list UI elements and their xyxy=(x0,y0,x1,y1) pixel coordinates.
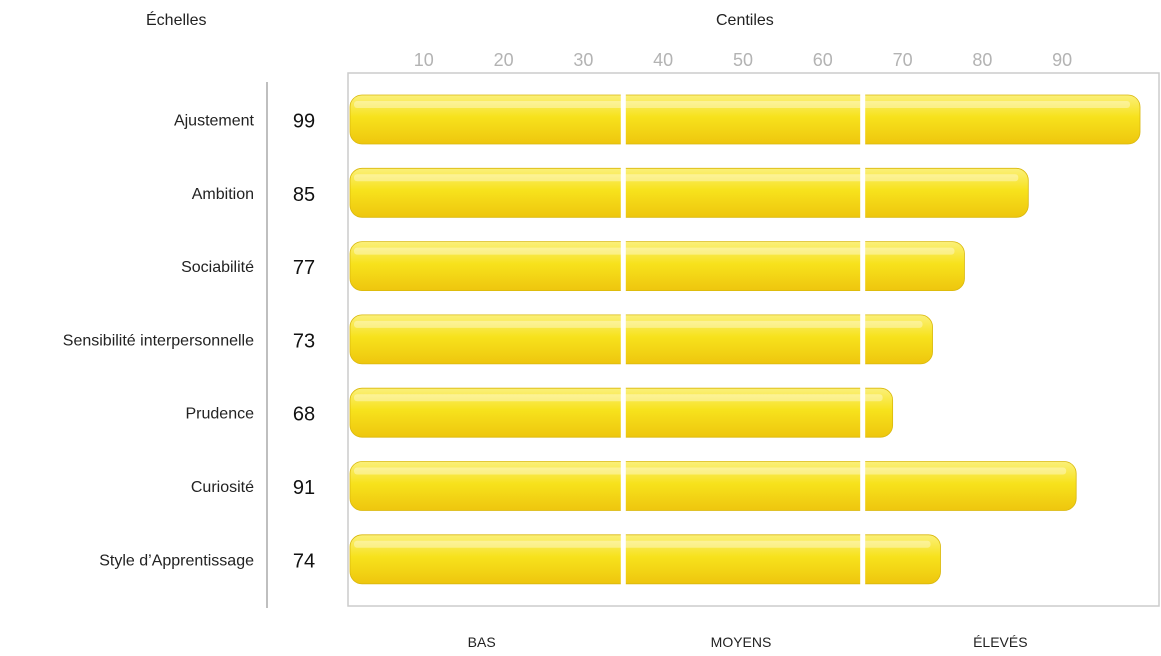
scales-header: Échelles xyxy=(146,12,207,29)
plot-frame xyxy=(347,72,1160,607)
score-value: 74 xyxy=(293,550,315,572)
bar xyxy=(349,534,941,585)
scale-label: Sensibilité interpersonnelle xyxy=(63,332,254,349)
band-label: MOYENS xyxy=(711,634,772,650)
x-tick-label: 30 xyxy=(573,50,593,70)
bar-highlight xyxy=(354,101,1131,108)
band-label: ÉLEVÉS xyxy=(973,634,1027,650)
bar xyxy=(349,461,1077,511)
bar-highlight xyxy=(354,540,931,548)
bar xyxy=(349,241,965,292)
x-tick-label: 70 xyxy=(893,50,913,70)
score-value: 73 xyxy=(293,330,315,352)
scale-label: Curiosité xyxy=(191,479,254,496)
bar xyxy=(349,167,1029,218)
x-tick-label: 40 xyxy=(653,50,673,70)
bar xyxy=(349,314,933,365)
bar-highlight xyxy=(354,394,883,402)
bar-highlight xyxy=(354,174,1019,182)
x-tick-label: 80 xyxy=(972,50,992,70)
score-value: 85 xyxy=(293,184,315,206)
band-label: BAS xyxy=(468,634,496,650)
scale-label: Ajustement xyxy=(174,113,255,130)
x-tick-label: 90 xyxy=(1052,50,1072,70)
bar xyxy=(349,94,1141,145)
x-tick-label: 50 xyxy=(733,50,753,70)
bar-highlight xyxy=(354,467,1067,475)
x-tick-label: 60 xyxy=(813,50,833,70)
x-tick-label: 10 xyxy=(414,50,434,70)
score-value: 77 xyxy=(293,257,315,279)
x-tick-label: 20 xyxy=(494,50,514,70)
centiles-header: Centiles xyxy=(716,12,774,29)
scale-label: Sociabilité xyxy=(181,259,254,276)
scale-label: Prudence xyxy=(186,406,255,423)
scale-label: Style d’Apprentissage xyxy=(99,552,254,569)
score-value: 91 xyxy=(293,477,315,499)
score-value: 99 xyxy=(293,111,315,133)
bar-highlight xyxy=(354,247,955,255)
scale-label: Ambition xyxy=(192,186,254,203)
bar-highlight xyxy=(354,320,923,328)
score-value: 68 xyxy=(293,404,315,426)
